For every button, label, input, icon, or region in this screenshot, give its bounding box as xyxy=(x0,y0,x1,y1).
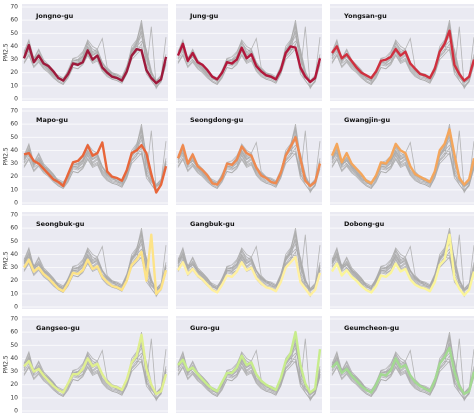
highlight-line xyxy=(331,29,474,82)
y-tick-label: 60 xyxy=(10,17,18,24)
highlight-line xyxy=(176,255,322,297)
panel-title: Dobong-gu xyxy=(344,220,385,228)
y-axis-label: PM2.5 xyxy=(3,355,10,374)
background-line xyxy=(23,34,167,83)
background-line xyxy=(331,138,474,187)
background-line xyxy=(331,26,474,87)
background-line xyxy=(331,48,474,88)
y-tick-label: 0 xyxy=(14,200,18,207)
background-line xyxy=(331,338,474,400)
background-line xyxy=(23,26,167,87)
y-tick-label: 0 xyxy=(14,408,18,415)
background-line xyxy=(23,26,167,88)
highlight-line xyxy=(330,128,474,186)
background-line xyxy=(177,34,321,83)
background-line xyxy=(23,130,167,192)
background-line xyxy=(177,130,321,191)
background-line xyxy=(177,338,321,399)
y-tick-label: 40 xyxy=(10,43,18,50)
background-line xyxy=(177,338,321,400)
y-tick-label: 50 xyxy=(10,238,18,245)
y-axis-label: PM2.5 xyxy=(3,43,10,62)
y-tick-label: 40 xyxy=(10,355,18,362)
y-tick-label: 70 xyxy=(10,4,18,11)
panel-title: Jongno-gu xyxy=(35,12,74,20)
y-tick-label: 0 xyxy=(14,304,18,311)
background-line xyxy=(331,152,474,192)
y-tick-label: 0 xyxy=(14,96,18,103)
panel-title: Gwangjin-gu xyxy=(344,116,390,124)
y-tick-label: 30 xyxy=(10,264,18,271)
highlight-line xyxy=(176,136,322,188)
y-tick-label: 60 xyxy=(10,121,18,128)
y-axis-label: PM2.5 xyxy=(3,147,10,166)
highlight-line xyxy=(330,233,474,297)
y-tick-label: 40 xyxy=(10,147,18,154)
background-line xyxy=(177,152,321,192)
panel-title: Guro-gu xyxy=(190,324,220,332)
panel-title: Seongdong-gu xyxy=(190,116,244,124)
y-tick-label: 50 xyxy=(10,30,18,37)
background-line xyxy=(23,228,167,290)
background-line xyxy=(331,234,474,295)
background-line xyxy=(177,228,321,290)
background-line xyxy=(177,26,321,88)
y-tick-label: 70 xyxy=(10,212,18,219)
y-tick-label: 50 xyxy=(10,134,18,141)
y-tick-label: 10 xyxy=(10,394,18,401)
y-tick-label: 20 xyxy=(10,173,18,180)
background-line xyxy=(23,360,167,400)
background-line xyxy=(177,20,321,82)
background-line xyxy=(331,360,474,400)
highlight-line xyxy=(176,42,322,84)
background-line xyxy=(23,234,167,296)
background-line xyxy=(331,130,474,191)
background-line xyxy=(331,228,474,290)
highlight-line xyxy=(22,43,168,85)
y-tick-label: 40 xyxy=(10,251,18,258)
highlight-line xyxy=(23,333,168,396)
y-tick-label: 10 xyxy=(10,290,18,297)
highlight-line xyxy=(177,330,322,394)
y-tick-label: 20 xyxy=(10,381,18,388)
y-tick-label: 70 xyxy=(10,108,18,115)
y-tick-label: 30 xyxy=(10,368,18,375)
y-tick-label: 70 xyxy=(10,316,18,323)
panel-title: Jung-gu xyxy=(189,12,219,20)
highlight-line xyxy=(23,141,168,194)
y-tick-label: 20 xyxy=(10,69,18,76)
y-axis-label: PM2.5 xyxy=(3,251,10,270)
y-tick-label: 30 xyxy=(10,56,18,63)
background-line xyxy=(177,360,321,400)
panel-title: Yongsan-gu xyxy=(343,12,387,20)
background-line xyxy=(177,242,321,291)
y-tick-label: 60 xyxy=(10,329,18,336)
panel-title: Mapo-gu xyxy=(36,116,68,124)
panel-title: Gangbuk-gu xyxy=(190,220,235,228)
y-tick-label: 10 xyxy=(10,82,18,89)
y-tick-label: 60 xyxy=(10,225,18,232)
y-tick-label: 50 xyxy=(10,342,18,349)
panel-title: Geumcheon-gu xyxy=(344,324,399,332)
highlight-line xyxy=(331,346,474,396)
y-tick-label: 20 xyxy=(10,277,18,284)
y-tick-label: 10 xyxy=(10,186,18,193)
panel-title: Gangseo-gu xyxy=(36,324,80,332)
y-tick-label: 30 xyxy=(10,160,18,167)
panel-title: Seongbuk-gu xyxy=(36,220,85,228)
highlight-line xyxy=(22,233,168,296)
